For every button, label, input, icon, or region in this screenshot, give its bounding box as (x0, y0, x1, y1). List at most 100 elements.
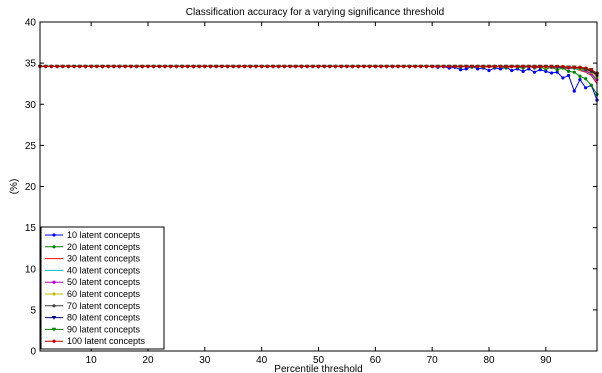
legend-item: 30 latent concepts (45, 254, 141, 264)
data-point (294, 64, 298, 69)
legend-label: 20 latent concepts (67, 242, 141, 252)
data-point (561, 76, 565, 80)
data-point (123, 64, 127, 69)
data-point (129, 64, 133, 69)
data-point (589, 68, 593, 72)
data-point (555, 68, 559, 72)
data-point (532, 70, 537, 74)
data-point (203, 64, 207, 69)
y-tick-label: 30 (25, 100, 37, 111)
x-tick-label: 50 (313, 355, 325, 366)
data-point (424, 64, 429, 69)
data-point (51, 316, 57, 320)
data-point (83, 64, 88, 69)
data-point (356, 64, 360, 69)
legend-label: 40 latent concepts (67, 265, 141, 275)
y-tick-label: 10 (25, 264, 37, 275)
legend-label: 50 latent concepts (67, 277, 141, 287)
y-tick-label: 15 (25, 223, 37, 234)
legend-item: 100 latent concepts (45, 336, 146, 346)
x-tick-label: 20 (142, 355, 154, 366)
data-point (584, 86, 588, 90)
legend-item: 50 latent concepts (45, 277, 141, 287)
data-point (237, 64, 241, 69)
legend-item: 10 latent concepts (45, 230, 141, 240)
legend-label: 80 latent concepts (67, 313, 141, 323)
x-tick-label: 10 (86, 355, 98, 366)
data-point (288, 64, 292, 69)
data-point (146, 64, 150, 69)
data-point (51, 327, 57, 332)
data-point (152, 64, 156, 69)
legend-label: 60 latent concepts (67, 289, 141, 299)
data-point (385, 64, 389, 69)
data-point (351, 64, 355, 69)
data-point (52, 304, 56, 308)
data-point (112, 64, 116, 69)
data-point (464, 67, 468, 71)
series-3 (40, 65, 598, 84)
data-point (299, 64, 304, 69)
data-point (470, 64, 474, 69)
data-point (191, 64, 196, 69)
data-point (566, 65, 571, 69)
x-tick-label: 60 (370, 355, 382, 366)
data-point (510, 64, 514, 69)
x-tick-label: 80 (483, 355, 495, 366)
data-point (169, 64, 173, 69)
data-point (339, 64, 343, 69)
data-point (584, 77, 588, 81)
data-point (572, 89, 576, 93)
data-point (220, 64, 224, 69)
data-point (100, 64, 105, 69)
data-point (49, 64, 53, 69)
legend-label: 90 latent concepts (67, 324, 141, 334)
data-point (379, 64, 383, 69)
data-point (44, 64, 48, 69)
data-point (521, 64, 525, 69)
series-4 (40, 65, 598, 82)
x-tick-label: 30 (199, 355, 211, 366)
data-point (498, 64, 502, 69)
data-point (311, 64, 315, 69)
y-axis-label: (%) (9, 179, 20, 195)
data-point (214, 64, 218, 69)
data-point (572, 65, 576, 69)
x-tick-label: 90 (540, 355, 552, 366)
data-point (487, 64, 491, 69)
data-point (578, 65, 582, 69)
data-point (78, 64, 82, 69)
data-point (61, 64, 65, 69)
legend-item: 20 latent concepts (45, 242, 141, 252)
data-point (476, 67, 480, 71)
x-axis-label: Percentile threshold (274, 364, 362, 373)
data-point (362, 64, 366, 69)
legend-label: 100 latent concepts (67, 336, 146, 346)
data-point (589, 83, 593, 87)
data-point (52, 280, 56, 284)
data-point (72, 64, 76, 69)
legend-box (40, 226, 165, 350)
data-point (430, 64, 434, 69)
legend-item: 60 latent concepts (45, 289, 141, 299)
legend-label: 30 latent concepts (67, 254, 141, 264)
data-point (277, 64, 281, 69)
data-point (390, 64, 394, 69)
data-point (55, 64, 59, 69)
legend-item: 80 latent concepts (45, 313, 141, 323)
x-tick-label: 70 (427, 355, 439, 366)
data-point (549, 64, 554, 69)
data-point (510, 68, 514, 73)
data-point (231, 64, 235, 69)
data-point (52, 233, 56, 237)
data-point (561, 64, 565, 69)
data-point (515, 64, 520, 69)
data-point (481, 64, 485, 69)
data-point (52, 245, 56, 249)
data-point (265, 64, 269, 69)
legend-label: 70 latent concepts (67, 301, 141, 311)
data-point (504, 64, 508, 69)
ticks-layer: 10 20 30 40 50 60 70 80 90 0 5 10 15 20 25 30 35 40 (25, 18, 597, 366)
data-point (322, 64, 326, 69)
